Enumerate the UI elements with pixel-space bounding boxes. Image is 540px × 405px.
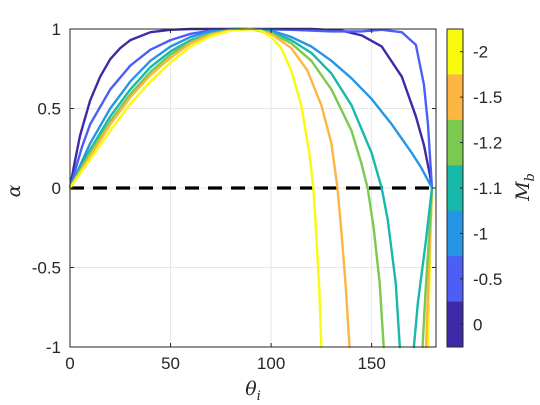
colorbar-tick-label: -1.2: [473, 134, 502, 153]
series-line: [412, 186, 434, 349]
colorbar-tick-label: -2: [473, 43, 488, 62]
x-axis-label: θi: [245, 378, 261, 404]
colorbar-label: Mb: [512, 173, 538, 202]
y-tick-label: -1: [46, 338, 61, 357]
colorbar-segment: [447, 119, 463, 166]
x-tick-label: 150: [357, 354, 385, 373]
x-tick-label: 50: [161, 354, 180, 373]
y-tick-label: -0.5: [32, 259, 61, 278]
y-axis: 1 0.5 0 -0.5 -1: [32, 20, 436, 357]
colorbar-tick-label: -1.5: [473, 88, 502, 107]
colorbar-segment: [447, 210, 463, 257]
y-tick-label: 0.5: [37, 100, 61, 119]
x-axis-label-sub: i: [257, 389, 261, 404]
colorbar-tick-label: -0.5: [473, 270, 502, 289]
series-line: [421, 186, 434, 349]
colorbar-segment: [447, 256, 463, 303]
x-tick-label: 0: [65, 354, 74, 373]
colorbar-segment: [447, 301, 463, 348]
colorbar-tick-label: 0: [473, 315, 482, 334]
colorbar-tick-label: -1.1: [473, 179, 502, 198]
colorbar: -2 -1.5 -1.2 -1.1 -1 -0.5 0: [446, 28, 502, 348]
x-axis: 0 50 100 150: [65, 29, 386, 373]
x-axis-label-main: θ: [245, 378, 257, 400]
colorbar-tick-label: -1: [473, 224, 488, 243]
colorbar-segment: [447, 29, 463, 75]
y-tick-label: 0: [52, 179, 61, 198]
colorbar-segment: [447, 74, 463, 121]
y-tick-label: 1: [52, 20, 61, 39]
colorbar-label-sub: b: [523, 173, 538, 181]
y-axis-label: α: [3, 184, 25, 197]
x-tick-label: 100: [257, 354, 285, 373]
colorbar-label-main: M: [512, 181, 534, 202]
colorbar-segment: [447, 165, 463, 212]
